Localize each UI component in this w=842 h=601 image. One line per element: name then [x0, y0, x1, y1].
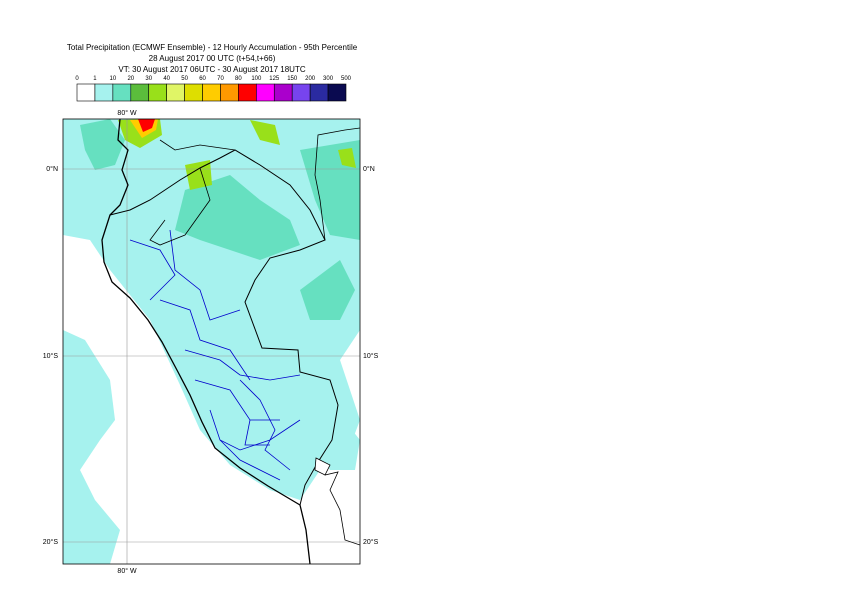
lat-label: 20°S [43, 538, 59, 546]
legend-swatch [273, 83, 293, 102]
legend-label: 70 [217, 76, 224, 82]
legend-label: 200 [305, 76, 316, 82]
legend-swatch [130, 83, 150, 102]
legend-swatch [76, 83, 96, 102]
legend-label: 500 [341, 76, 352, 82]
legend: 0 1 10 20 30 40 50 60 70 80 100 125 150 200 300 500 [75, 76, 352, 102]
lat-label: 10°S [43, 352, 59, 360]
lat-label: 20°S [363, 538, 379, 546]
legend-label: 150 [287, 76, 298, 82]
legend-swatch [327, 83, 347, 102]
legend-label: 40 [163, 76, 170, 82]
map-frame [62, 118, 361, 565]
legend-swatch [309, 83, 329, 102]
legend-label: 1 [93, 76, 97, 82]
valid-time: VT: 30 August 2017 06UTC - 30 August 201… [118, 65, 305, 74]
legend-swatch [184, 83, 203, 102]
legend-label: 100 [251, 76, 262, 82]
legend-swatch [166, 83, 185, 102]
legend-label: 50 [181, 76, 188, 82]
legend-label: 0 [75, 76, 79, 82]
title: Total Precipitation (ECMWF Ensemble) - 1… [67, 43, 358, 52]
lon-label: 80° W [117, 567, 137, 575]
legend-label: 300 [323, 76, 334, 82]
lat-label: 0°N [46, 165, 58, 173]
legend-swatch [220, 83, 239, 102]
lat-label: 10°S [363, 352, 379, 360]
subtitle: 28 August 2017 00 UTC (t+54,t+66) [149, 54, 276, 63]
legend-label: 10 [110, 76, 117, 82]
legend-swatch [94, 83, 114, 102]
legend-swatch [256, 83, 275, 102]
legend-label: 20 [127, 76, 134, 82]
map [63, 119, 360, 564]
legend-label: 125 [269, 76, 280, 82]
legend-label: 30 [145, 76, 152, 82]
lat-label: 0°N [363, 165, 375, 173]
legend-swatch [238, 83, 257, 102]
legend-swatch [291, 83, 311, 102]
legend-swatch [148, 83, 167, 102]
legend-label: 80 [235, 76, 242, 82]
legend-swatch [202, 83, 221, 102]
lon-label: 80° W [117, 109, 137, 117]
legend-swatch [112, 83, 132, 102]
legend-label: 60 [199, 76, 206, 82]
